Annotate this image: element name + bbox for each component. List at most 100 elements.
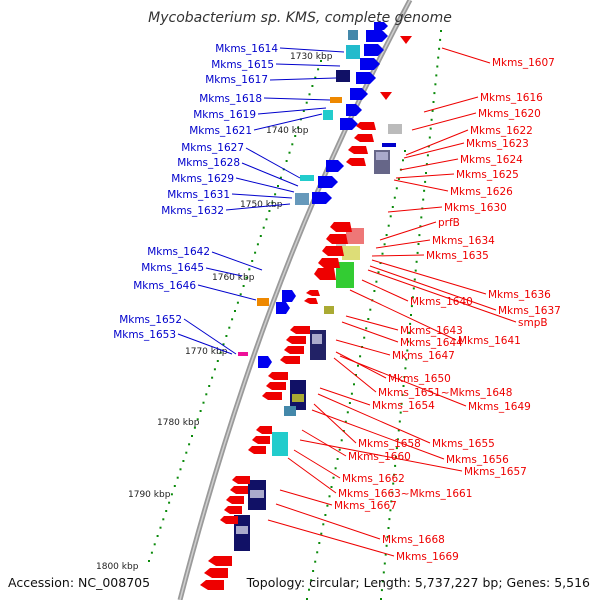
gene-label-mkms-1607[interactable]: Mkms_1607	[492, 57, 555, 69]
track-dot	[173, 485, 176, 487]
track-dot	[199, 410, 202, 412]
track-dot	[211, 376, 214, 379]
gene-label-mkms-1619[interactable]: Mkms_1619	[193, 109, 256, 121]
track-dot	[176, 476, 179, 479]
track-dot	[436, 65, 439, 68]
gene-label-mkms-1632[interactable]: Mkms_1632	[161, 205, 224, 217]
gene-label-mkms-1643[interactable]: Mkms_1643	[400, 325, 463, 337]
track-dot	[208, 385, 211, 387]
gene-label-mkms-1629[interactable]: Mkms_1629	[171, 173, 234, 185]
track-dot	[285, 160, 288, 162]
gene-label-mkms-1649[interactable]: Mkms_1649	[468, 401, 531, 413]
track-dot	[225, 335, 228, 337]
track-dot	[346, 411, 349, 414]
gene-label-mkms-1626[interactable]: Mkms_1626	[450, 186, 513, 198]
track-dot	[418, 234, 421, 237]
gene-label-mkms-1656[interactable]: Mkms_1656	[446, 454, 509, 466]
track-dot	[193, 426, 196, 429]
gene-label-mkms-1653[interactable]: Mkms_1653	[113, 329, 176, 341]
gene-label-mkms-1636[interactable]: Mkms_1636	[488, 289, 551, 301]
gene-label-mkms-1645[interactable]: Mkms_1645	[141, 262, 204, 274]
gene-label-mkms-1627[interactable]: Mkms_1627	[181, 142, 244, 154]
gene-label-mkms-1615[interactable]: Mkms_1615	[211, 59, 274, 71]
track-dot	[380, 598, 382, 600]
gene-label-mkms-1655[interactable]: Mkms_1655	[432, 438, 495, 450]
gene-box	[348, 30, 358, 40]
gene-label-mkms-1647[interactable]: Mkms_1647	[392, 350, 455, 362]
track-dot	[306, 598, 308, 600]
gene-label-mkms-1644[interactable]: Mkms_1644	[400, 337, 463, 349]
gene-label-mkms-1658[interactable]: Mkms_1658	[358, 438, 421, 450]
gene-label-mkms-1641[interactable]: Mkms_1641	[458, 335, 521, 347]
track-dot	[291, 143, 294, 146]
track-dot	[205, 393, 208, 396]
gene-label-mkms-1616[interactable]: Mkms_1616	[480, 92, 543, 104]
track-dot	[259, 235, 262, 237]
track-dot	[242, 285, 245, 287]
gene-label-mkms-1637[interactable]: Mkms_1637	[498, 305, 561, 317]
gene-label-mkms-1623[interactable]: Mkms_1623	[466, 138, 529, 150]
track-dot	[191, 435, 193, 437]
track-dot	[182, 460, 185, 462]
track-dot	[305, 101, 308, 104]
gene-label-mkms-1617[interactable]: Mkms_1617	[205, 74, 268, 86]
gene-label-mkms-1642[interactable]: Mkms_1642	[147, 246, 210, 258]
track-dot	[380, 589, 383, 592]
gene-label-mkms-1630[interactable]: Mkms_1630	[444, 202, 507, 214]
track-dot	[369, 308, 372, 311]
track-dot	[406, 349, 409, 352]
gene-label-mkms-1668[interactable]: Mkms_1668	[382, 534, 445, 546]
gene-label-mkms-1669[interactable]: Mkms_1669	[396, 551, 459, 563]
track-dot	[196, 418, 199, 421]
track-dot	[340, 439, 343, 442]
gene-label-mkms-1628[interactable]: Mkms_1628	[177, 157, 240, 169]
track-dot	[384, 553, 387, 556]
gene-label-mkms-1662[interactable]: Mkms_1662	[342, 473, 405, 485]
track-dot	[405, 358, 408, 361]
track-dot	[302, 110, 305, 112]
gene-label-mkms-1652[interactable]: Mkms_1652	[119, 314, 182, 326]
gene-label-mkms-1640[interactable]: Mkms_1640	[410, 296, 473, 308]
left-gene-labels[interactable]: Mkms_1614 Mkms_1615 Mkms_1617 Mkms_1618 …	[113, 43, 278, 341]
track-dot	[425, 172, 427, 174]
right-gene-labels[interactable]: Mkms_1607 Mkms_1616 Mkms_1620 Mkms_1622 …	[334, 57, 561, 563]
track-dot	[410, 305, 413, 308]
track-dot	[312, 570, 315, 572]
gene-label-mkms-1620[interactable]: Mkms_1620	[478, 108, 541, 120]
gene-label-mkms-1621[interactable]: Mkms_1621	[189, 125, 252, 137]
gene-label-mkms-1663-1661[interactable]: Mkms_1663~Mkms_1661	[338, 488, 472, 500]
track-dot	[402, 385, 405, 387]
tick-track	[148, 30, 442, 600]
track-dot	[234, 310, 236, 312]
track-dot	[322, 523, 325, 526]
gene-label-mkms-1624[interactable]: Mkms_1624	[460, 154, 523, 166]
gene-label-mkms-1625[interactable]: Mkms_1625	[456, 169, 519, 181]
gene-label-mkms-1614[interactable]: Mkms_1614	[215, 43, 278, 55]
track-dot	[262, 226, 265, 229]
track-dot	[401, 393, 404, 396]
track-dot	[397, 178, 400, 180]
track-dot	[355, 374, 357, 376]
track-dot	[400, 402, 403, 405]
gene-label-mkms-1651-1648[interactable]: Mkms_1651~Mkms_1648	[378, 387, 512, 399]
gene-label-mkms-1650[interactable]: Mkms_1650	[388, 373, 451, 385]
gene-label-mkms-1667[interactable]: Mkms_1667	[334, 500, 397, 512]
track-dot	[165, 510, 168, 512]
gene-label-prfb[interactable]: prfB	[438, 217, 460, 229]
gene-label-mkms-1657[interactable]: Mkms_1657	[464, 466, 527, 478]
gene-label-mkms-1635[interactable]: Mkms_1635	[426, 250, 489, 262]
track-dot	[236, 301, 239, 304]
gene-label-mkms-1631[interactable]: Mkms_1631	[167, 189, 230, 201]
gene-label-mkms-1622[interactable]: Mkms_1622	[470, 125, 533, 137]
track-dot	[268, 210, 271, 212]
gene-label-mkms-1646[interactable]: Mkms_1646	[133, 280, 196, 292]
gene-label-mkms-1618[interactable]: Mkms_1618	[199, 93, 262, 105]
gene-label-mkms-1634[interactable]: Mkms_1634	[432, 235, 495, 247]
gene-label-smpb[interactable]: smpB	[518, 317, 548, 329]
track-dot	[357, 364, 359, 367]
gene-label-mkms-1660[interactable]: Mkms_1660	[348, 451, 411, 463]
gene-box	[330, 97, 342, 103]
track-dot	[162, 518, 165, 521]
gene-label-mkms-1654[interactable]: Mkms_1654	[372, 400, 435, 412]
